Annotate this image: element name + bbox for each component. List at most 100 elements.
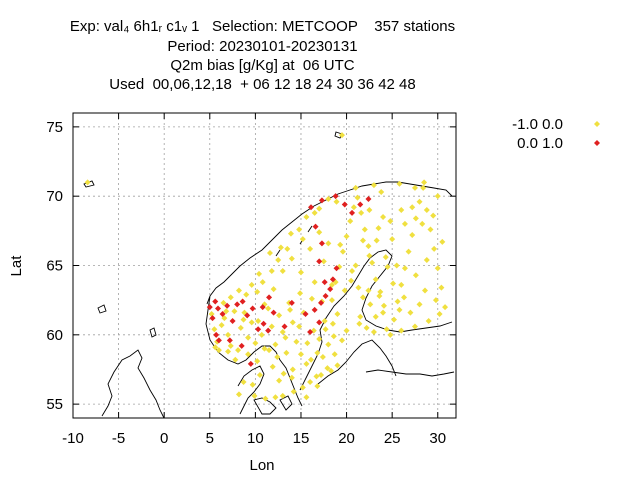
legend-label: -1.0 0.0 (512, 116, 563, 133)
data-point-series-1 (220, 299, 227, 306)
data-point-series-1 (235, 287, 242, 294)
data-point-series-1 (430, 212, 437, 219)
data-point-series-2 (302, 311, 309, 318)
data-point-series-1 (288, 374, 295, 381)
data-point-series-1 (343, 327, 350, 334)
data-point-series-1 (373, 237, 380, 244)
x-axis-label: Lon (249, 457, 274, 474)
x-tick-label: 25 (384, 430, 401, 447)
legend-marker (594, 121, 600, 127)
x-tick-label: 20 (338, 430, 355, 447)
data-point-series-1 (393, 262, 400, 269)
data-point-series-2 (365, 195, 372, 202)
data-point-series-1 (352, 184, 359, 191)
data-point-series-1 (401, 220, 408, 227)
data-point-series-1 (303, 394, 310, 401)
data-point-series-2 (219, 311, 226, 318)
data-point-series-1 (296, 323, 303, 330)
data-point-series-2 (247, 360, 254, 367)
data-point-series-2 (238, 342, 245, 349)
data-point-series-1 (365, 287, 372, 294)
data-point-series-1 (405, 248, 412, 255)
data-point-series-2 (311, 306, 318, 313)
y-tick-label: 70 (46, 188, 63, 205)
data-point-series-1 (372, 313, 379, 320)
data-point-series-2 (312, 223, 319, 230)
data-point-series-1 (423, 256, 430, 263)
data-point-series-1 (384, 263, 391, 270)
data-point-series-1 (398, 327, 405, 334)
data-point-series-1 (361, 226, 368, 233)
data-point-series-1 (303, 213, 310, 220)
data-point-series-1 (297, 351, 304, 358)
data-point-series-1 (212, 344, 219, 351)
data-point-series-2 (322, 293, 329, 299)
data-point-series-2 (288, 299, 295, 306)
data-point-series-2 (307, 329, 314, 336)
data-point-series-1 (232, 356, 239, 363)
data-point-series-1 (334, 362, 341, 369)
data-point-series-1 (280, 370, 287, 377)
data-point-series-1 (316, 205, 323, 212)
data-point-series-1 (333, 198, 340, 205)
y-axis-label: Lat (8, 255, 25, 277)
data-point-series-2 (213, 331, 220, 338)
data-point-series-1 (328, 367, 335, 374)
data-point-series-1 (412, 272, 419, 279)
data-point-series-1 (218, 322, 225, 329)
data-point-series-2 (270, 309, 277, 316)
data-point-series-2 (357, 201, 364, 208)
x-tick-label: 15 (293, 430, 310, 447)
data-point-series-1 (314, 383, 321, 390)
data-point-series-1 (293, 338, 300, 345)
data-point-series-1 (331, 351, 338, 358)
data-point-series-1 (347, 218, 354, 225)
data-point-series-1 (258, 331, 265, 338)
data-point-series-1 (251, 392, 258, 399)
data-point-series-1 (390, 280, 397, 287)
data-point-series-1 (256, 372, 263, 379)
data-point-series-1 (359, 237, 366, 244)
data-point-series-1 (307, 245, 314, 252)
data-point-series-1 (363, 324, 370, 331)
data-point-series-2 (255, 326, 262, 333)
data-point-series-1 (268, 323, 275, 330)
data-point-series-1 (339, 248, 346, 255)
data-point-series-1 (398, 207, 405, 214)
data-point-series-1 (277, 244, 284, 251)
data-point-series-2 (260, 320, 267, 327)
data-point-series-1 (352, 262, 359, 269)
data-point-series-1 (266, 250, 273, 257)
data-point-series-1 (401, 265, 408, 272)
data-point-series-1 (370, 329, 377, 336)
data-point-series-1 (274, 354, 281, 360)
data-point-series-1 (419, 220, 426, 227)
data-point-series-1 (324, 365, 331, 372)
data-point-series-1 (432, 297, 439, 304)
data-point-series-1 (259, 279, 266, 286)
data-points (84, 132, 449, 402)
data-point-series-1 (377, 288, 384, 295)
data-point-series-2 (329, 276, 336, 283)
data-point-series-1 (311, 209, 318, 216)
data-point-series-1 (330, 333, 337, 340)
coastline (83, 131, 455, 419)
data-point-series-2 (332, 193, 339, 200)
data-point-series-1 (329, 320, 336, 327)
data-point-series-2 (206, 304, 213, 311)
data-point-series-1 (383, 326, 390, 333)
coastline-baltic-coast (317, 339, 455, 385)
data-point-series-1 (276, 312, 283, 319)
data-point-series-2 (259, 304, 266, 311)
x-tick-label: 10 (247, 430, 264, 447)
data-point-series-1 (316, 335, 323, 342)
data-point-series-1 (275, 256, 282, 263)
data-point-series-1 (288, 255, 295, 262)
data-point-series-1 (249, 381, 256, 388)
legend: -1.0 0.0 0.0 1.0 (512, 116, 600, 152)
data-point-series-1 (380, 309, 387, 316)
data-point-series-1 (272, 394, 279, 401)
data-point-series-2 (265, 327, 272, 334)
data-point-series-1 (304, 340, 311, 347)
legend-label: 0.0 1.0 (517, 135, 563, 152)
